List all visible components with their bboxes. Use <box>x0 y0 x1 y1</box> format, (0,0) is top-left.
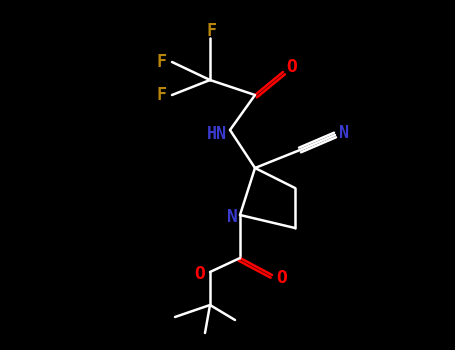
Text: O: O <box>287 58 298 76</box>
Text: N: N <box>227 208 238 226</box>
Text: HN: HN <box>207 125 227 143</box>
Text: O: O <box>195 265 206 283</box>
Text: O: O <box>277 269 288 287</box>
Text: N: N <box>339 124 349 142</box>
Text: F: F <box>157 86 167 104</box>
Text: F: F <box>157 53 167 71</box>
Text: F: F <box>207 22 217 40</box>
